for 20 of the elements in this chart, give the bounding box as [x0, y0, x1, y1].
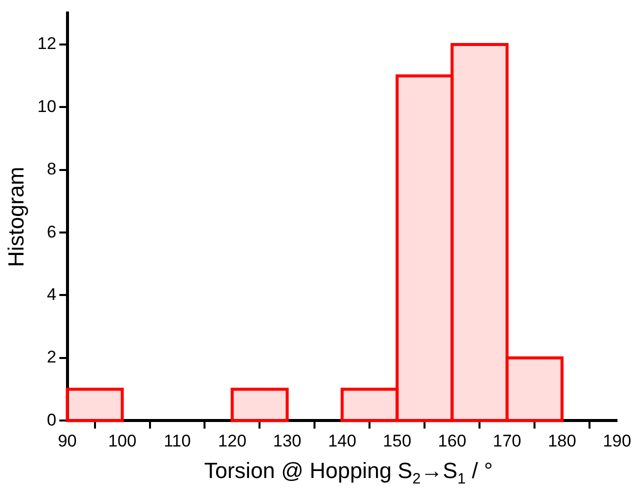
x-tick-label: 190: [602, 431, 632, 450]
x-tick-label: 130: [273, 431, 302, 450]
y-tick-label: 8: [46, 160, 56, 179]
x-tick-label: 160: [438, 431, 466, 450]
y-axis-title: Histogram: [3, 166, 28, 268]
y-tick-label: 0: [46, 410, 56, 430]
x-tick-label: 110: [164, 431, 191, 450]
x-tick-label: 140: [328, 431, 356, 450]
y-tick-label: 6: [46, 222, 56, 242]
y-tick-label: 12: [37, 34, 56, 54]
x-tick-label: 170: [492, 431, 522, 450]
x-tick-label: 120: [218, 431, 246, 450]
y-tick-label: 10: [37, 96, 56, 116]
x-tick-label: 90: [58, 431, 77, 450]
x-tick-label: 180: [548, 431, 576, 450]
x-axis-title: Torsion @ Hopping S$_{2}$→S$_{1}$ / °: [203, 458, 494, 488]
y-tick-label: 4: [46, 284, 56, 304]
x-tick-label: 100: [108, 431, 136, 450]
y-tick-label: 2: [46, 348, 56, 367]
x-tick-label: 150: [382, 431, 412, 450]
